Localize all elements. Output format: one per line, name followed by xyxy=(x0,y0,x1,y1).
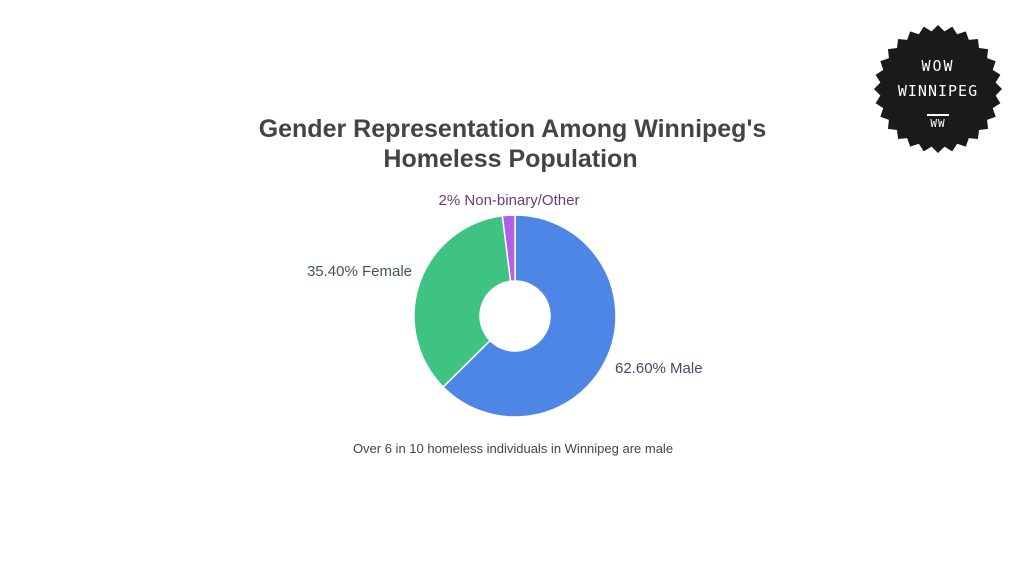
chart-caption: Over 6 in 10 homeless individuals in Win… xyxy=(352,441,674,456)
chart-title-line-1: Gender Representation Among Winnipeg's xyxy=(258,115,767,143)
data-label-non-binary-other: 2% Non-binary/Other xyxy=(439,192,580,209)
logo-rule xyxy=(927,114,949,116)
slice-male xyxy=(442,214,617,418)
chart-title-line-2: Homeless Population xyxy=(383,145,638,173)
data-label-female: 35.40% Female xyxy=(307,263,412,280)
wow-winnipeg-logo: WOW WINNIPEG WW xyxy=(873,24,1003,154)
logo-seal-background xyxy=(874,25,1002,153)
chart-title: Gender Representation Among Winnipeg's H… xyxy=(240,114,785,174)
logo-line-2: WINNIPEG xyxy=(897,82,979,100)
data-label-male: 62.60% Male xyxy=(615,360,703,377)
logo-seal-shape xyxy=(874,25,1002,153)
slice-non-binary-other xyxy=(501,214,516,283)
logo-mark: WW xyxy=(930,117,946,130)
slice-female xyxy=(413,214,512,389)
logo-line-1: WOW xyxy=(921,57,955,75)
